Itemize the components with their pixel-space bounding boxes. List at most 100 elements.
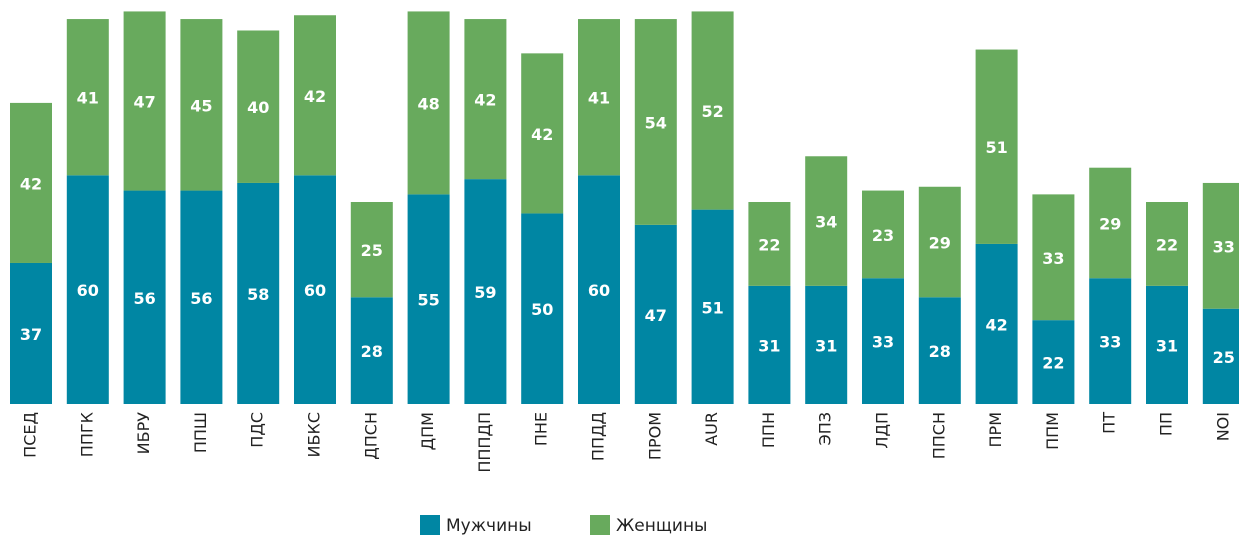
bar-segment (123, 190, 166, 404)
data-label: 50 (531, 300, 553, 319)
data-label: 33 (1042, 249, 1064, 268)
x-tick-label: ДПСН (361, 412, 380, 460)
data-label: 23 (872, 226, 894, 245)
bar-segment (918, 186, 961, 298)
bar-segment (123, 11, 166, 191)
data-label: 60 (77, 281, 99, 300)
bar-segment (691, 209, 734, 404)
data-label: 47 (645, 306, 667, 325)
data-label: 34 (815, 213, 837, 232)
data-label: 33 (1213, 237, 1235, 256)
x-tick-label: ППМ (1043, 412, 1062, 450)
bar-segment (66, 175, 109, 404)
bar-segment (180, 190, 223, 404)
x-tick-label: ППГК (77, 411, 96, 457)
bar-segment (294, 15, 336, 176)
x-tick-label: ПДС (248, 412, 267, 448)
data-label: 51 (701, 298, 723, 317)
bar-segment (237, 182, 280, 404)
bar-segment (407, 194, 450, 404)
data-label: 51 (985, 138, 1007, 157)
bar-segment (805, 156, 848, 286)
data-label: 40 (247, 98, 269, 117)
data-label: 42 (985, 315, 1007, 334)
bar-segment (634, 19, 677, 225)
x-tick-label: ПРОМ (645, 412, 664, 460)
bar-segment (10, 102, 52, 263)
bar-segment (1202, 308, 1239, 404)
x-tick-label: ПП (1157, 412, 1176, 436)
bar-segment (975, 49, 1018, 244)
bar-segment (748, 285, 791, 404)
data-label: 47 (133, 93, 155, 112)
x-tick-label: ППДД (589, 412, 608, 461)
data-label: 58 (247, 285, 269, 304)
bar-segment (805, 285, 848, 404)
data-label: 33 (1099, 333, 1121, 352)
data-label: 59 (474, 283, 496, 302)
data-label: 25 (361, 241, 383, 260)
data-label: 28 (929, 342, 951, 361)
x-tick-label: ППН (759, 412, 778, 448)
bar-segment (294, 175, 336, 404)
legend-label: Женщины (616, 516, 707, 536)
data-label: 28 (361, 342, 383, 361)
legend-label: Мужчины (446, 516, 532, 536)
data-label: 60 (588, 281, 610, 300)
data-label: 42 (531, 125, 553, 144)
data-label: 31 (758, 336, 780, 355)
x-tick-label: ППСН (929, 412, 948, 459)
data-label: 55 (417, 291, 439, 310)
data-label: 45 (190, 96, 212, 115)
bar-segment (521, 53, 564, 214)
bar-segment (578, 175, 620, 404)
bar-segment (237, 30, 280, 183)
x-tick-label: ПСЕД (21, 412, 40, 458)
data-label: 56 (190, 289, 212, 308)
data-label: 41 (77, 89, 99, 108)
bar-segment (578, 19, 620, 176)
bar-segment (1089, 167, 1132, 279)
x-tick-label: ИБКС (305, 412, 324, 457)
legend-swatch (420, 515, 440, 535)
x-tick-label: AUR (702, 412, 721, 446)
x-tick-label: ИБРУ (134, 412, 153, 455)
bar-segment (10, 262, 52, 404)
bar-segment (66, 19, 109, 176)
x-tick-label: ППШ (191, 412, 210, 453)
bar-segment (748, 202, 791, 286)
data-label: 56 (133, 289, 155, 308)
data-label: 25 (1213, 348, 1235, 367)
x-tick-label: ПТ (1100, 412, 1119, 434)
x-tick-label: NOI (1213, 412, 1232, 441)
data-label: 22 (1156, 235, 1178, 254)
x-tick-label: ЭПЗ (816, 412, 835, 445)
x-tick-label: ПНЕ (532, 412, 551, 446)
data-label: 48 (417, 94, 439, 113)
bar-segment (1146, 285, 1188, 404)
bar-segment (464, 179, 507, 404)
data-label: 31 (1156, 336, 1178, 355)
bar-segment (180, 19, 223, 191)
bar-segment (634, 224, 677, 404)
bar-segment (407, 11, 450, 195)
data-label: 42 (474, 91, 496, 110)
data-label: 31 (815, 336, 837, 355)
bar-segment (1032, 194, 1075, 321)
data-label: 42 (20, 174, 42, 193)
x-tick-label: ДПМ (418, 412, 437, 450)
data-label: 37 (20, 325, 42, 344)
bar-segment (1202, 182, 1239, 309)
data-label: 42 (304, 87, 326, 106)
bar-segment (350, 297, 393, 404)
data-label: 60 (304, 281, 326, 300)
data-label: 22 (758, 235, 780, 254)
bar-segment (521, 213, 564, 404)
data-label: 29 (1099, 214, 1121, 233)
bar-segment (918, 297, 961, 404)
data-label: 41 (588, 89, 610, 108)
bar-segment (1032, 320, 1075, 404)
data-label: 22 (1042, 354, 1064, 373)
x-tick-label: ЛДП (873, 412, 892, 449)
